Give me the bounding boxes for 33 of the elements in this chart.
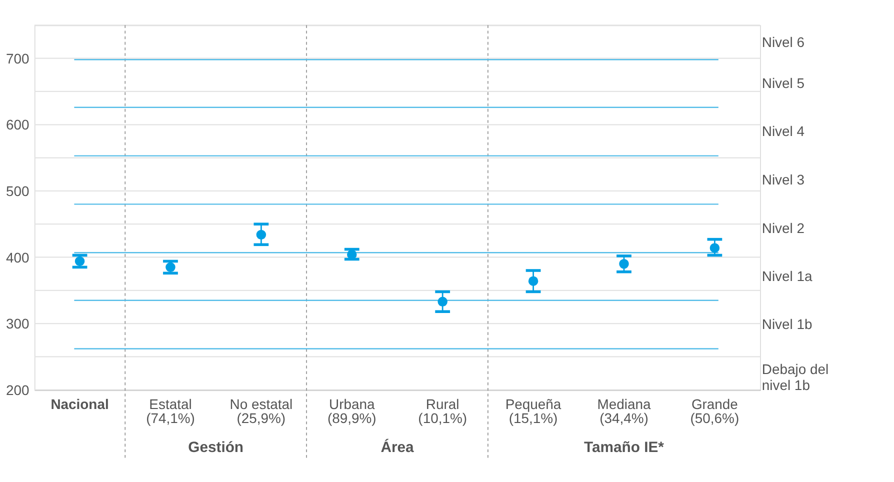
x-tick-label: Urbana (89,9%) [327,396,376,426]
point [619,259,629,269]
text: Área [380,438,414,456]
point [166,262,176,272]
text: Nivel 1a [762,268,812,284]
text: Nivel 3 [762,172,805,188]
y-tick-label: 200 [6,382,30,398]
y-tick-label: 300 [6,316,30,332]
text: Nivel 6 [762,34,805,50]
point [74,256,85,266]
y-tick-label: 600 [6,116,30,133]
x-tick-label: Rural (10,1%) [418,396,467,426]
x-tick-label: Grande (50,6%) [690,396,740,426]
point [347,250,357,260]
point [528,276,538,286]
x-tick-label: Estatal (74,1%) [146,396,195,426]
x-tick-label: Pequeña (15,1%) [505,396,562,426]
text: Nivel 5 [762,75,805,92]
y-tick-label: 400 [6,249,30,266]
point [438,296,448,307]
x-tick-label: Nacional [50,396,109,412]
point [256,230,266,240]
text: Nivel 1b [762,316,812,332]
text: Nivel 4 [762,123,805,140]
text: Debajo del nivel 1b [762,360,829,393]
text: Tamaño IE* [584,440,664,456]
text: Gestión [188,440,244,456]
point [710,243,720,253]
y-tick-label: 700 [6,50,30,66]
x-tick-label: No estatal (25,9%) [230,396,293,426]
y-tick-label: 500 [6,183,30,200]
text: Nivel 2 [762,220,805,236]
x-tick-label: Mediana (34,4%) [597,396,651,426]
